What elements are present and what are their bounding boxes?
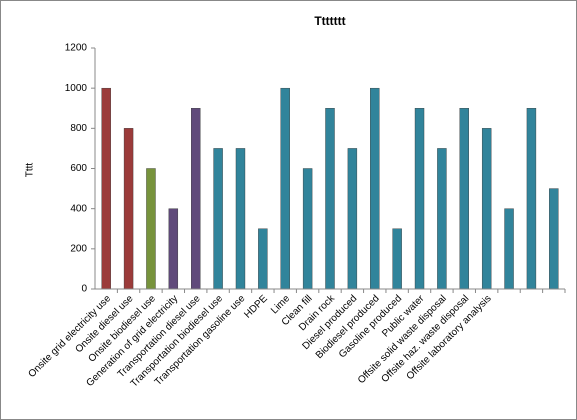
bar (526, 108, 537, 290)
y-axis-label: Tttt (25, 163, 36, 178)
y-tick-label: 0 (81, 284, 87, 295)
y-tick-label: 200 (70, 243, 87, 254)
bar (325, 108, 335, 290)
bar (213, 148, 223, 290)
bar (459, 108, 469, 290)
chart-title: Ttttttt (314, 14, 345, 28)
bar (437, 148, 447, 290)
y-tick-label: 400 (70, 203, 87, 214)
bar (146, 168, 156, 290)
bar (481, 128, 492, 290)
y-tick-label: 600 (70, 163, 87, 174)
bar (347, 148, 358, 290)
y-tick-label: 800 (70, 123, 87, 134)
bar (235, 148, 246, 290)
y-tick-label: 1000 (65, 83, 88, 94)
bar (191, 108, 201, 290)
bar (549, 188, 559, 290)
bar (302, 168, 313, 290)
bar (258, 228, 268, 290)
bar (392, 228, 402, 290)
bar (280, 87, 290, 290)
y-tick-label: 1200 (65, 43, 88, 54)
bar (414, 108, 425, 290)
bar (123, 128, 134, 290)
bar (101, 87, 111, 290)
bar (370, 87, 380, 290)
bar (504, 208, 514, 290)
bar (168, 208, 179, 290)
